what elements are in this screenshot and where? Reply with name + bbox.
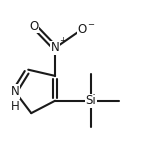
Text: +: + [59, 36, 66, 45]
Text: Si: Si [86, 94, 96, 107]
Text: −: − [87, 20, 94, 29]
Text: N: N [51, 41, 59, 55]
Text: N: N [10, 85, 19, 98]
Text: H: H [10, 100, 19, 113]
Text: O: O [30, 20, 39, 33]
Text: O: O [77, 23, 87, 36]
